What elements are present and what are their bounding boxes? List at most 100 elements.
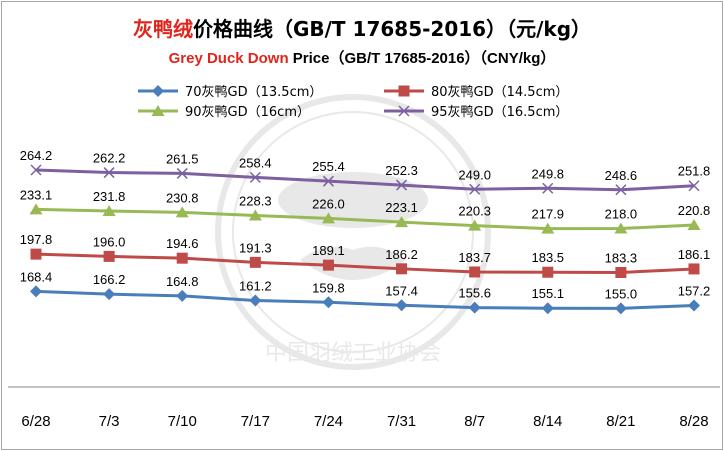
series-line-2: [35, 207, 695, 231]
data-point-0-9: [688, 299, 700, 312]
data-label-2-7: 217.9: [532, 207, 565, 222]
data-label-3-9: 251.8: [678, 164, 711, 179]
data-label-1-8: 183.3: [605, 250, 638, 265]
x-tick-label-3: 7/17: [241, 413, 270, 430]
data-point-2-6: [468, 219, 482, 231]
data-label-0-9: 157.2: [678, 284, 711, 299]
data-label-3-3: 258.4: [239, 155, 272, 170]
data-point-0-1: [103, 288, 116, 301]
watermark-seal: 中国羽绒工业协会: [215, 94, 491, 370]
x-tick-label-0: 6/28: [21, 413, 50, 430]
chart-title: 灰鸭绒价格曲线（GB/T 17685-2016）（元/kg）: [133, 17, 591, 41]
legend-entry-3: 95灰鸭GD（16.5cm）: [431, 105, 568, 120]
value-labels: 168.4 166.2 164.8 161.2 159.8 157.4 155.6 155.1…: [20, 148, 711, 301]
series-line-0: [35, 289, 695, 310]
data-point-1-2: [176, 252, 188, 264]
data-point-1-8: [615, 266, 627, 278]
series-layer: [29, 164, 701, 315]
data-label-1-6: 183.7: [458, 250, 491, 265]
x-tick-label-2: 7/10: [168, 413, 197, 430]
chart-subtitle: Grey Duck Down Price（GB/T 17685-2016）（CN…: [169, 49, 556, 67]
legend: 70灰鸭GD（13.5cm） 80灰鸭GD（14.5cm） 90灰鸭GD（16cm）…: [138, 85, 568, 120]
data-label-1-0: 197.8: [20, 232, 53, 247]
data-label-3-5: 252.3: [385, 163, 418, 178]
data-label-0-3: 161.2: [239, 278, 272, 293]
data-label-0-8: 155.0: [605, 286, 638, 301]
x-tick-label-8: 8/21: [606, 413, 635, 430]
chart-title-rest: 价格曲线（GB/T 17685-2016）（元/kg）: [193, 17, 591, 41]
legend-marker-0: [152, 85, 164, 97]
data-point-2-1: [102, 205, 116, 217]
legend-entry-1: 80灰鸭GD（14.5cm）: [431, 85, 568, 100]
data-point-2-3: [248, 209, 262, 221]
data-point-0-7: [541, 302, 554, 315]
data-point-1-3: [249, 256, 261, 268]
data-label-1-4: 189.1: [312, 243, 345, 258]
data-label-0-1: 166.2: [93, 272, 126, 287]
data-point-1-4: [322, 259, 334, 271]
data-point-2-8: [614, 222, 628, 234]
data-label-2-5: 223.1: [385, 200, 418, 215]
series-line-1: [35, 252, 695, 274]
data-label-0-2: 164.8: [166, 274, 199, 289]
data-label-0-5: 157.4: [385, 283, 418, 298]
data-point-3-6: [469, 183, 481, 195]
legend-entry-0: 70灰鸭GD（13.5cm）: [185, 85, 322, 100]
x-axis: 6/28 7/3 7/10 7/17 7/24 7/31 8/7 8/14 8/21 8/28: [8, 386, 720, 430]
data-label-2-6: 220.3: [458, 204, 491, 219]
data-point-2-9: [687, 218, 701, 230]
data-point-1-5: [396, 263, 408, 275]
data-point-0-8: [614, 302, 627, 315]
data-point-0-5: [395, 299, 408, 312]
data-label-2-2: 230.8: [166, 190, 199, 205]
data-point-3-1: [103, 167, 115, 179]
data-label-2-4: 226.0: [312, 196, 345, 211]
chart-subtitle-rest: Price（GB/T 17685-2016）（CNY/kg）: [289, 49, 556, 67]
data-label-3-4: 255.4: [312, 159, 345, 174]
data-label-2-9: 220.8: [678, 203, 711, 218]
data-point-3-0: [30, 164, 42, 176]
data-point-1-6: [469, 266, 481, 278]
data-label-3-6: 249.0: [458, 167, 491, 182]
x-tick-label-7: 8/14: [533, 413, 562, 430]
data-point-3-4: [322, 175, 334, 187]
series-line-3: [35, 168, 695, 192]
data-point-1-9: [688, 263, 700, 275]
data-point-1-0: [30, 248, 42, 260]
data-label-1-7: 183.5: [532, 250, 565, 265]
data-point-0-0: [30, 285, 42, 298]
data-point-2-5: [395, 216, 409, 228]
data-label-3-8: 248.6: [605, 168, 638, 183]
data-label-3-0: 264.2: [20, 148, 53, 163]
data-label-2-0: 233.1: [20, 187, 53, 202]
data-label-0-4: 159.8: [312, 280, 345, 295]
data-label-2-8: 218.0: [605, 207, 638, 222]
data-label-1-9: 186.1: [678, 247, 711, 262]
data-point-3-2: [176, 167, 188, 179]
data-point-2-0: [29, 203, 43, 215]
legend-marker-1: [398, 85, 410, 97]
chart-subtitle-highlight: Grey Duck Down: [169, 50, 289, 67]
data-label-3-1: 262.2: [93, 151, 126, 166]
data-point-1-7: [542, 266, 554, 278]
data-point-1-1: [103, 250, 115, 262]
data-label-2-3: 228.3: [239, 193, 272, 208]
data-label-3-2: 261.5: [166, 151, 199, 166]
data-point-3-5: [396, 179, 408, 191]
x-tick-label-4: 7/24: [314, 413, 343, 430]
data-label-0-7: 155.1: [532, 286, 565, 301]
data-label-2-1: 231.8: [93, 189, 126, 204]
data-point-2-7: [541, 222, 555, 234]
data-label-0-6: 155.6: [458, 286, 491, 301]
legend-entry-2: 90灰鸭GD（16cm）: [185, 105, 310, 120]
data-label-0-0: 168.4: [20, 269, 53, 284]
data-label-1-1: 196.0: [93, 234, 126, 249]
data-label-1-3: 191.3: [239, 240, 272, 255]
data-point-0-2: [176, 289, 189, 302]
data-label-1-5: 186.2: [385, 247, 418, 262]
data-point-0-4: [322, 296, 335, 309]
chart-title-highlight: 灰鸭绒: [133, 17, 193, 41]
data-point-0-6: [468, 301, 481, 314]
